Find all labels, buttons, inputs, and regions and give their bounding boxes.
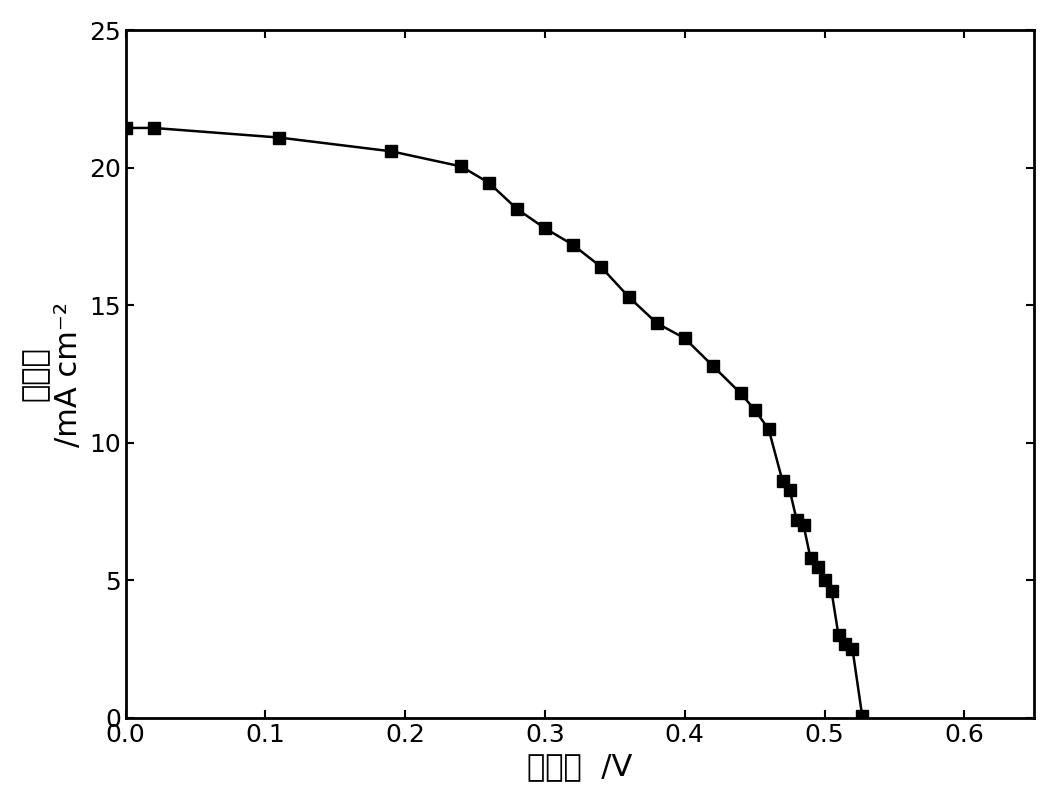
X-axis label: 光电压  /V: 光电压 /V <box>528 752 633 781</box>
Y-axis label: 光电流
/mA cm⁻²: 光电流 /mA cm⁻² <box>21 302 83 447</box>
